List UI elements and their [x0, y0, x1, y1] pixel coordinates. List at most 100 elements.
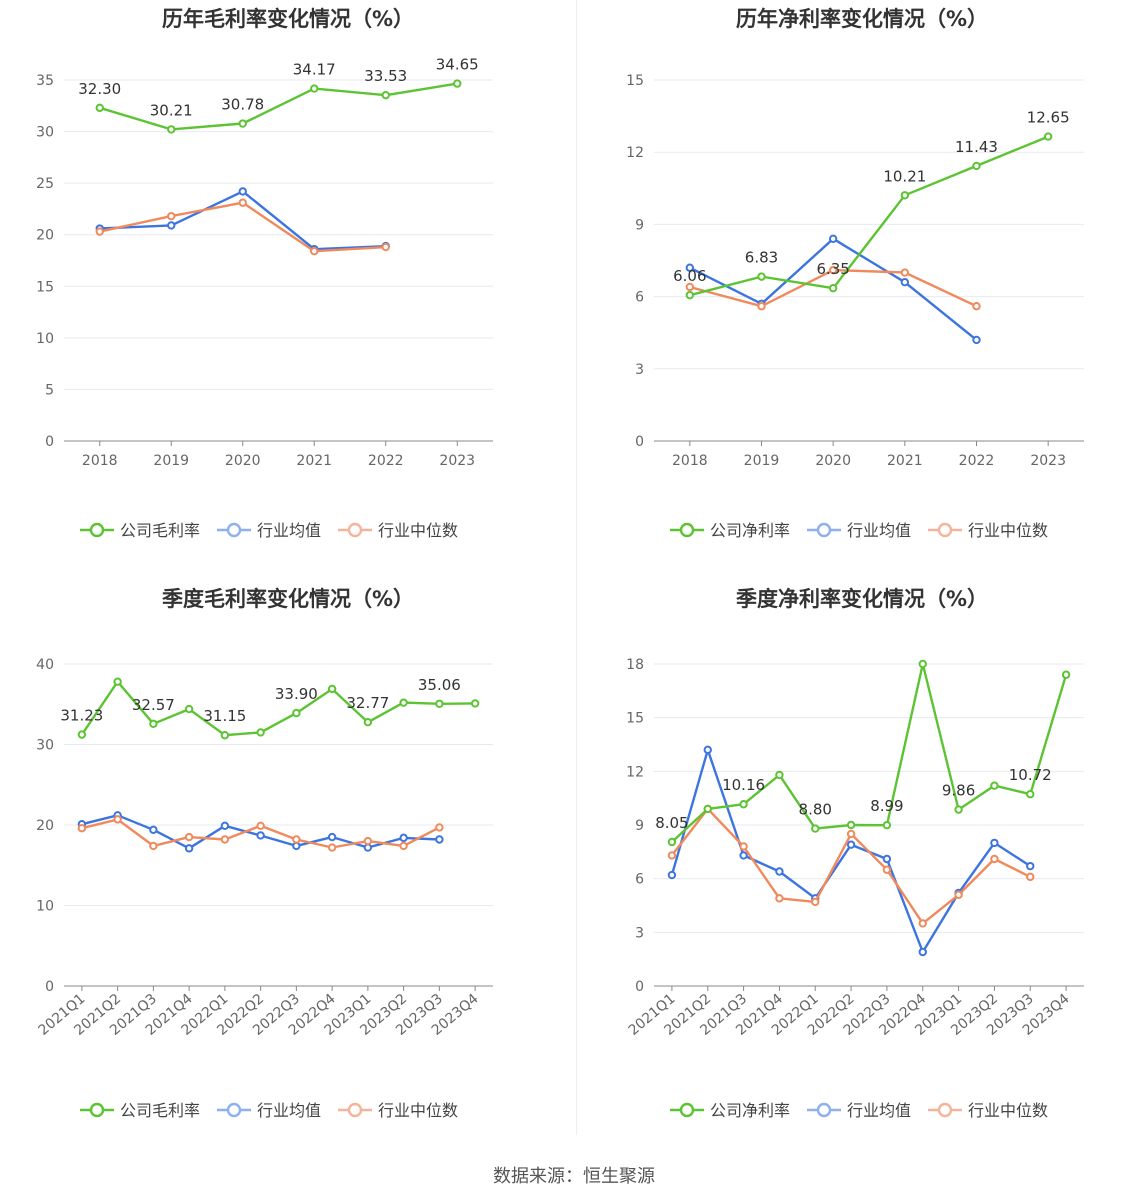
data-point-avg — [685, 263, 695, 272]
legend-label: 行业中位数 — [378, 521, 458, 540]
chart-quarterly-gross-margin: 季度毛利率变化情况（%）0102030402021Q12021Q22021Q32… — [36, 587, 493, 1120]
data-point-median — [972, 302, 981, 311]
data-point-median — [238, 198, 247, 207]
data-point-avg — [1026, 861, 1035, 871]
data-label: 6.06 — [673, 267, 706, 285]
y-tick-label: 12 — [626, 764, 644, 780]
data-point-avg — [972, 335, 981, 345]
legend-label: 公司毛利率 — [120, 1101, 200, 1120]
data-point-company — [149, 719, 158, 729]
data-point-company — [470, 699, 480, 708]
data-point-median — [327, 843, 337, 852]
y-tick-label: 20 — [36, 228, 54, 244]
data-point-company — [435, 699, 444, 708]
data-label: 10.21 — [883, 167, 926, 185]
data-label: 32.30 — [78, 80, 121, 98]
data-label: 9.86 — [942, 782, 975, 800]
data-point-company — [167, 125, 176, 134]
data-point-avg — [667, 870, 677, 880]
data-point-median — [256, 821, 265, 831]
data-label: 34.17 — [293, 61, 336, 79]
data-point-company — [990, 781, 999, 790]
y-tick-label: 20 — [36, 818, 54, 834]
y-tick-label: 6 — [635, 872, 644, 888]
y-tick-label: 5 — [45, 382, 54, 398]
data-point-company — [685, 290, 695, 300]
series-line-company — [80, 680, 476, 737]
data-point-median — [149, 841, 158, 851]
data-point-company — [327, 684, 337, 694]
x-tick-label: 2022 — [368, 453, 404, 469]
data-point-median — [310, 247, 319, 256]
data-point-company — [918, 659, 927, 669]
data-point-avg — [238, 187, 247, 196]
y-tick-label: 40 — [36, 657, 54, 673]
data-label: 11.43 — [955, 138, 998, 156]
data-point-avg — [882, 854, 892, 864]
legend-label: 行业中位数 — [968, 1101, 1048, 1120]
data-label: 31.23 — [60, 707, 103, 725]
data-label: 35.06 — [418, 676, 461, 694]
data-label: 32.57 — [132, 696, 175, 714]
data-point-median — [918, 919, 927, 928]
chart-annual-gross-margin: 历年毛利率变化情况（%） 0 5 10 15 20 25 30 35 2018 2019 2020 20… — [36, 7, 493, 540]
data-point-company — [95, 103, 104, 113]
y-tick-label: 12 — [626, 145, 644, 161]
data-point-median — [775, 894, 784, 903]
data-label: 8.99 — [870, 797, 903, 815]
data-label: 10.72 — [1009, 766, 1052, 784]
data-point-median — [399, 841, 408, 851]
data-point-avg — [220, 821, 230, 831]
y-tick-label: 25 — [36, 176, 54, 192]
data-point-avg — [327, 832, 337, 842]
legend-marker-median — [937, 522, 953, 538]
data-point-company — [667, 837, 677, 847]
legend-marker-company — [89, 1102, 105, 1118]
data-point-median — [685, 282, 695, 292]
data-label: 33.53 — [364, 67, 407, 85]
data-point-avg — [828, 234, 838, 244]
chart-title: 历年净利率变化情况（%） — [736, 7, 988, 31]
x-tick-label: 2023 — [439, 453, 475, 469]
data-point-company — [900, 191, 910, 200]
legend-label: 行业中位数 — [968, 521, 1048, 540]
y-tick-label: 0 — [635, 434, 644, 450]
series-line-company — [671, 662, 1068, 843]
x-tick-label: 2022 — [959, 453, 995, 469]
data-point-avg — [846, 840, 856, 849]
data-point-company — [220, 731, 230, 740]
x-tick-label: 2018 — [82, 453, 118, 469]
data-point-median — [900, 268, 910, 277]
legend-label: 行业均值 — [847, 1101, 911, 1120]
data-point-avg — [703, 745, 712, 755]
data-point-median — [292, 835, 301, 844]
y-tick-label: 3 — [635, 925, 644, 941]
data-point-median — [381, 242, 390, 252]
y-tick-label: 0 — [45, 979, 54, 995]
series-line-company — [99, 82, 458, 131]
data-point-company — [113, 677, 122, 686]
data-point-avg — [918, 947, 927, 957]
data-point-median — [757, 302, 766, 311]
data-point-median — [95, 227, 104, 236]
data-point-company — [381, 90, 390, 100]
x-tick-label: 2020 — [815, 453, 851, 469]
data-point-company — [363, 718, 373, 727]
x-tick-label: 2023 — [1030, 453, 1066, 469]
chart-annual-net-margin: 历年净利率变化情况（%） 0 3 6 9 12 15 2018 2019 2020 2021 2022… — [626, 7, 1084, 540]
data-label: 34.65 — [436, 56, 479, 74]
data-point-company — [310, 84, 319, 93]
legend-label: 公司净利率 — [710, 521, 790, 540]
legend-marker-avg — [226, 1102, 242, 1118]
chart-title: 季度毛利率变化情况（%） — [162, 587, 414, 611]
legend-label: 公司毛利率 — [120, 521, 200, 540]
y-tick-label: 9 — [635, 818, 644, 834]
data-point-median — [828, 265, 838, 275]
data-label: 10.16 — [722, 776, 765, 794]
x-tick-label: 2019 — [744, 453, 780, 469]
data-point-median — [77, 824, 87, 833]
data-point-company — [882, 820, 892, 830]
data-label: 33.90 — [275, 685, 318, 703]
data-point-company — [256, 728, 265, 737]
data-point-median — [363, 836, 373, 846]
